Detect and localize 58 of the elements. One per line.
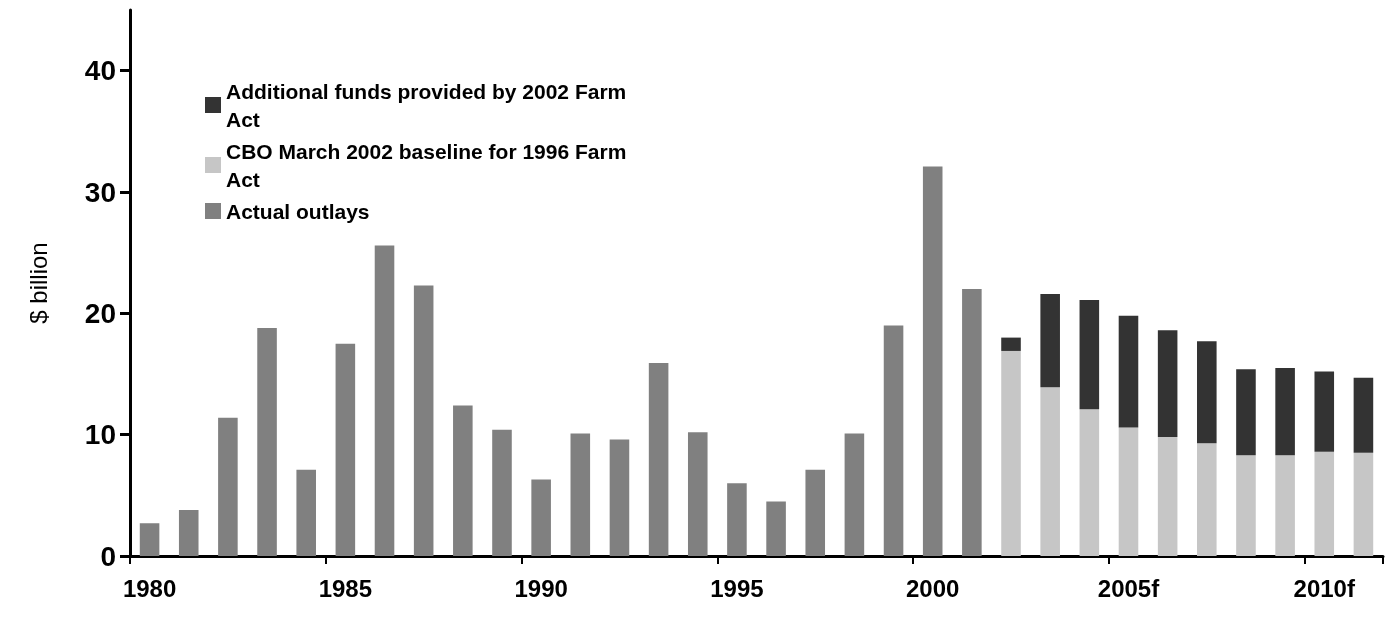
- y-axis-title: $ billion: [24, 242, 52, 324]
- bar: [805, 469, 826, 556]
- bar: [1236, 369, 1256, 456]
- bar: [1157, 437, 1178, 556]
- bar: [1353, 377, 1374, 453]
- legend-label: Actual outlays: [226, 199, 370, 223]
- bar: [883, 325, 904, 556]
- bar: [178, 509, 199, 556]
- legend-label: CBO March 2002 baseline for 1996 Farm Act: [226, 139, 633, 191]
- bar: [218, 417, 238, 556]
- bar: [335, 343, 356, 556]
- bar: [1001, 337, 1021, 351]
- bar: [1040, 387, 1060, 556]
- x-tick-label: 2005f: [1097, 574, 1161, 602]
- bar: [922, 166, 943, 556]
- bar: [844, 433, 865, 556]
- bar: [413, 285, 434, 556]
- bar: [1157, 330, 1178, 438]
- bar: [1001, 350, 1021, 556]
- legend-label: Additional funds provided by 2002 Farm Act: [226, 79, 633, 131]
- bar: [257, 327, 277, 556]
- x-tick-label: 1995: [710, 574, 764, 602]
- bar: [1040, 293, 1060, 388]
- bar: [570, 433, 591, 556]
- bar: [1079, 299, 1100, 410]
- bar: [609, 439, 630, 556]
- bar: [962, 289, 982, 556]
- bar: [1314, 451, 1335, 556]
- x-tick-label: 1990: [514, 574, 568, 602]
- bar: [139, 523, 160, 556]
- bar: [531, 479, 551, 556]
- y-tick-label: 30: [84, 176, 116, 208]
- bar: [648, 363, 669, 556]
- bar: [1118, 427, 1139, 556]
- x-tick-label: 1980: [122, 574, 177, 602]
- bar: [1079, 409, 1100, 556]
- bar: [1236, 455, 1256, 556]
- bar: [453, 405, 473, 556]
- bar: [492, 429, 512, 556]
- bar: [1314, 371, 1335, 452]
- x-tick-label: 2000: [906, 574, 960, 602]
- y-tick-label: 20: [84, 297, 116, 329]
- bar: [1197, 341, 1217, 444]
- bar: [374, 245, 395, 556]
- y-tick-label: 10: [84, 419, 116, 451]
- bar: [1353, 452, 1374, 556]
- bar: [727, 483, 747, 556]
- bar: [1275, 367, 1295, 456]
- x-tick-label: 1985: [318, 574, 373, 602]
- bar: [687, 432, 708, 556]
- bar: [1197, 443, 1217, 556]
- bar: [296, 469, 316, 556]
- y-tick-label: 40: [84, 55, 116, 87]
- bar: [1118, 315, 1139, 428]
- x-tick-label: 2010f: [1293, 574, 1356, 602]
- y-tick-label: 0: [100, 540, 116, 572]
- bar: [766, 501, 786, 556]
- bar: [1275, 455, 1295, 556]
